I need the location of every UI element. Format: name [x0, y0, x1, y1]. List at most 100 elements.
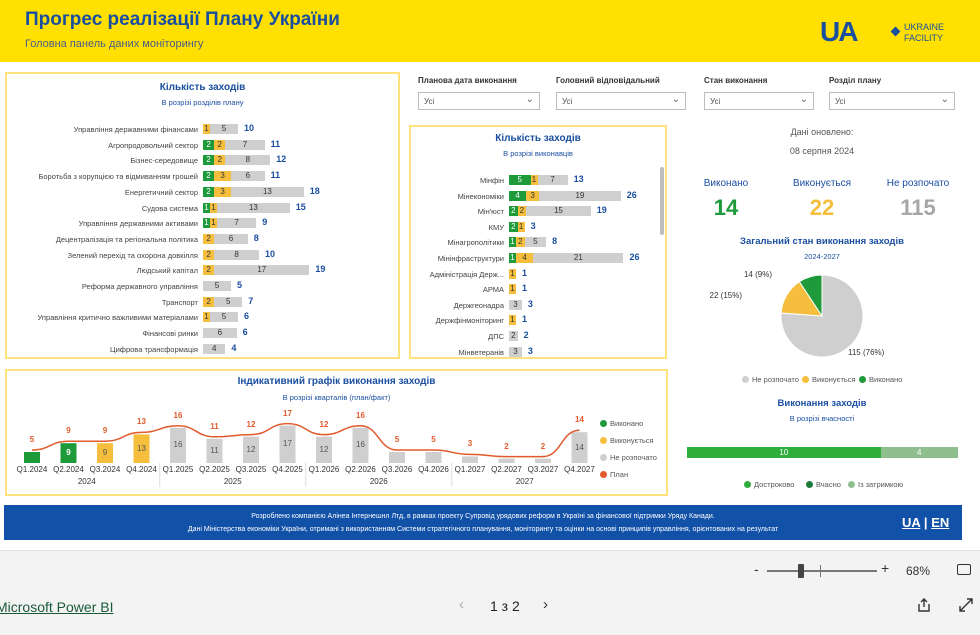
executors-scrollbar[interactable]	[660, 167, 664, 235]
bar-total: 19	[315, 264, 326, 275]
bar-row-label: Боротьба з корупцією та відмиванням грош…	[38, 172, 198, 182]
filter-dropdown[interactable]: Усі ⌄	[418, 92, 540, 110]
bar-total: 12	[276, 154, 287, 165]
bar-segment-done: 2	[509, 221, 518, 232]
schedule-plan-label: 9	[102, 426, 108, 436]
legend-label: Із затримкою	[858, 480, 904, 489]
legend-dot-icon	[859, 376, 866, 383]
schedule-fact-bar[interactable]	[133, 434, 150, 463]
lang-en-link[interactable]: EN	[931, 515, 950, 530]
filter-dropdown[interactable]: Усі ⌄	[829, 92, 955, 110]
bar-segment-not-started: 17	[214, 265, 310, 276]
bar-row-label: АРМА	[482, 285, 504, 295]
lang-ua-link[interactable]: UA	[902, 515, 921, 530]
schedule-fact-label: 17	[283, 439, 292, 449]
schedule-fact-bar[interactable]	[206, 438, 223, 463]
schedule-fact-bar[interactable]	[243, 436, 259, 463]
bar-segment-in-progress: 1	[509, 315, 516, 326]
schedule-plan-label: 13	[137, 417, 146, 427]
legend-label: Не розпочато	[610, 453, 657, 462]
bar-segment-done: 2	[203, 139, 215, 150]
zoom-slider-track[interactable]	[767, 570, 877, 572]
bar-segment-in-progress: 2	[203, 233, 215, 244]
header-banner: Прогрес реалізації Плану України Головна…	[0, 0, 980, 62]
filter-dropdown[interactable]: Усі ⌄	[556, 92, 686, 110]
pie-slice[interactable]	[798, 274, 823, 318]
bar-row-label: Енергетичний сектор	[124, 187, 198, 197]
bar-total: 2	[523, 330, 529, 340]
bar-segment-not-started: 5	[210, 312, 238, 323]
schedule-fact-label: 12	[319, 444, 329, 454]
schedule-quarter-label: Q2.2027	[491, 465, 522, 474]
lang-separator: |	[923, 515, 928, 530]
kpi-label: Не розпочато	[886, 178, 950, 189]
bar-total: 4	[231, 342, 237, 353]
schedule-fact-bar[interactable]	[425, 452, 442, 463]
timeliness-segment[interactable]: 10	[687, 447, 881, 458]
bar-segment-not-started: 6	[203, 328, 237, 339]
zoom-in-button[interactable]: +	[881, 560, 890, 576]
zoom-slider-thumb[interactable]	[798, 564, 804, 578]
language-switch: UA | EN	[902, 515, 949, 530]
schedule-fact-bar[interactable]	[352, 427, 369, 463]
bar-segment-not-started: 7	[217, 218, 257, 229]
page-subtitle: Головна панель даних моніторингу	[25, 38, 204, 50]
chevron-down-icon: ⌄	[671, 94, 680, 105]
powerbi-brand-link[interactable]: Microsoft Power BI	[0, 599, 114, 615]
bar-row-label: Транспорт	[161, 297, 198, 307]
kpi-label: Виконано	[703, 178, 749, 189]
bar-segment-in-progress: 2	[203, 249, 215, 260]
bar-row-label: Держфінмоніторинг	[435, 316, 504, 326]
schedule-fact-bar[interactable]	[60, 443, 77, 463]
bar-row-label: Реформа державного управління	[81, 282, 198, 291]
schedule-plan-label: 2	[504, 441, 509, 451]
schedule-fact-label: 16	[356, 440, 365, 450]
bar-row-label: Управління державними активами	[78, 219, 198, 229]
schedule-fact-bar[interactable]	[535, 458, 551, 463]
bar-segment-done: 1	[509, 253, 516, 263]
schedule-fact-bar[interactable]	[498, 458, 515, 463]
schedule-fact-bar[interactable]	[571, 432, 588, 463]
zoom-out-button[interactable]: -	[754, 561, 759, 577]
bar-segment-not-started: 19	[539, 190, 621, 201]
schedule-plan-label: 5	[29, 435, 35, 444]
schedule-plan-label: 3	[467, 439, 473, 449]
legend-label: План	[610, 470, 629, 479]
schedule-plan-label: 2	[540, 441, 546, 451]
bar-segment-in-progress: 3	[214, 171, 231, 182]
fullscreen-icon[interactable]	[958, 597, 974, 613]
schedule-fact-bar[interactable]	[462, 456, 478, 463]
bar-segment-in-progress: 1	[530, 175, 538, 185]
bar-total: 6	[244, 311, 250, 322]
status-pie-chart: 115 (76%) 22 (15%) 14 (9%)	[710, 270, 885, 358]
bar-total: 11	[270, 138, 281, 149]
schedule-fact-bar[interactable]	[24, 452, 40, 463]
timeliness-segment[interactable]: 4	[880, 447, 958, 458]
schedule-fact-bar[interactable]	[389, 452, 405, 463]
bar-segment-not-started: 8	[225, 155, 271, 166]
executors-chart-title: Кількість заходів	[495, 133, 581, 144]
schedule-fact-bar[interactable]	[316, 436, 332, 463]
next-page-icon[interactable]: ›	[543, 596, 548, 613]
filter-label: Стан виконання	[704, 76, 768, 85]
bar-segment-done: 1	[203, 218, 210, 229]
bar-total: 5	[237, 280, 243, 290]
share-icon[interactable]	[916, 597, 932, 613]
schedule-fact-label: 14	[575, 442, 584, 452]
schedule-fact-bar[interactable]	[279, 425, 296, 463]
zoom-level: 68%	[906, 564, 931, 578]
schedule-fact-bar[interactable]	[97, 443, 113, 463]
prev-page-icon[interactable]: ‹	[459, 596, 464, 613]
schedule-fact-label: 9	[66, 448, 71, 458]
filter-dropdown[interactable]: Усі ⌄	[704, 92, 814, 110]
kpi-value: 115	[900, 195, 936, 220]
fit-to-page-icon[interactable]	[957, 564, 971, 575]
bar-segment-in-progress: 1	[210, 202, 217, 213]
schedule-quarter-label: Q1.2026	[308, 465, 340, 474]
filter-value: Усі	[424, 97, 435, 106]
sections-chart-subtitle: В розрізі розділів плану	[161, 98, 244, 107]
schedule-year-label: 2027	[515, 477, 534, 486]
executors-chart-subtitle: В розрізі виконавців	[503, 149, 573, 158]
bar-segment-not-started: 7	[225, 139, 265, 150]
schedule-fact-bar[interactable]	[170, 427, 186, 463]
